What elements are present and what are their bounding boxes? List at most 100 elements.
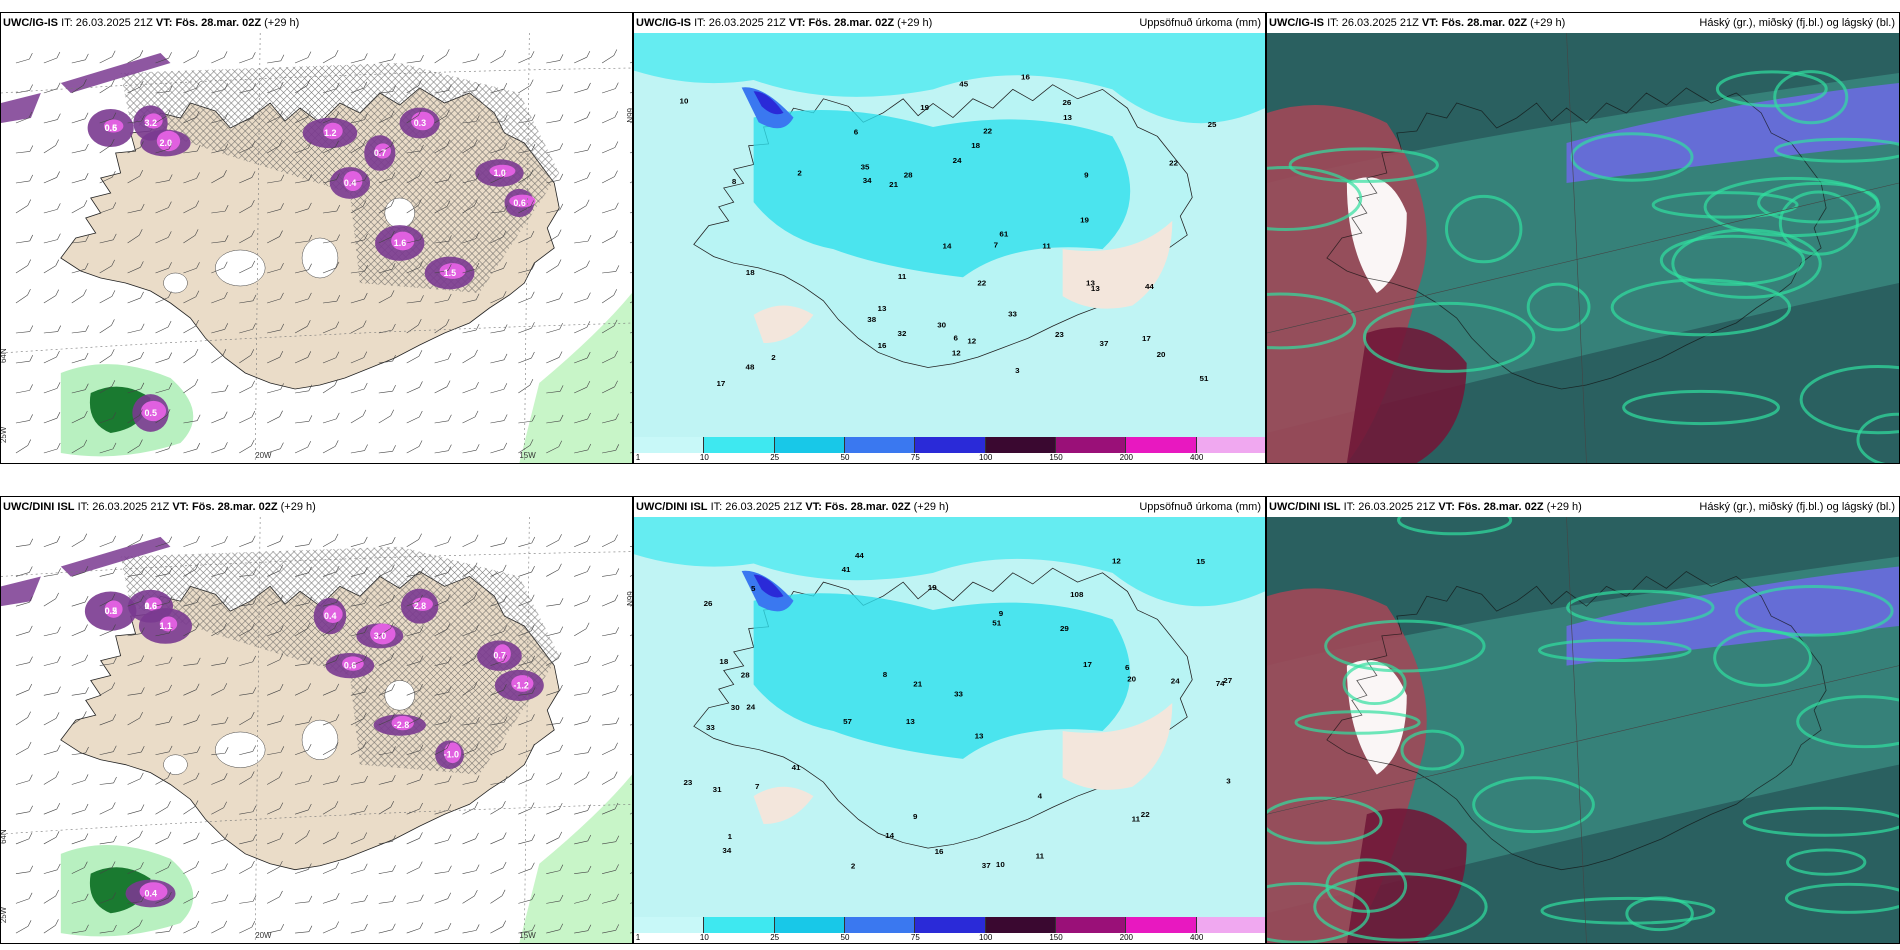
precip-value-label: -2.8 xyxy=(394,720,409,730)
longitude-label: 15W xyxy=(519,931,536,940)
map-canvas: 4844612219161726373851343245233513181425… xyxy=(634,33,1265,437)
panel-header: UWC/DINI ISL IT: 26.03.2025 21Z VT: Fös.… xyxy=(1,497,632,517)
precip-station-value: 51 xyxy=(1200,374,1210,383)
precip-station-value: 27 xyxy=(1223,676,1232,685)
precip-station-value: 13 xyxy=(906,717,915,726)
colorbar: 1 10 25 50 75 100 150 200 400 xyxy=(634,917,1265,943)
map-canvas: 20W 15W 64N 66N 25W 0.5 1.61.1 0.4 0.6 3.0 2.8 0.7 -… xyxy=(1,517,632,943)
precip-station-value: 31 xyxy=(713,785,723,794)
precip-station-value: 41 xyxy=(792,763,802,772)
colorbar-segment xyxy=(774,437,845,453)
colorbar-segment xyxy=(915,917,986,933)
precip-station-value: 30 xyxy=(937,321,946,330)
colorbar-label: 10 xyxy=(699,933,709,942)
wind-map-panel-top: UWC/IG-IS IT: 26.03.2025 21Z VT: Fös. 28… xyxy=(0,12,633,464)
colorbar-label: 400 xyxy=(1189,933,1204,942)
map-title: Háský (gr.), miðský (fj.bl.) og lágský (… xyxy=(1699,17,1895,29)
colorbar-segment xyxy=(634,917,705,933)
cloud-map-panel-top: UWC/IG-IS IT: 26.03.2025 21Z VT: Fös. 28… xyxy=(1266,12,1900,464)
colorbar-label: 400 xyxy=(1189,453,1204,462)
precip-station-value: 51 xyxy=(992,619,1002,628)
precip-station-value: 12 xyxy=(1112,557,1121,566)
precip-station-value: 33 xyxy=(706,723,715,732)
latitude-label: 66N xyxy=(625,108,632,123)
longitude-label: 15W xyxy=(519,451,536,460)
precip-value-label: 1.1 xyxy=(159,621,171,631)
precip-station-value: 45 xyxy=(959,80,969,89)
precip-station-value: 33 xyxy=(954,690,963,699)
precip-station-value: 29 xyxy=(1060,624,1069,633)
cloud-map-panel-bottom: UWC/DINI ISL IT: 26.03.2025 21Z VT: Fös.… xyxy=(1266,496,1900,944)
precip-station-value: 33 xyxy=(1008,310,1018,319)
precip-value-label: 2.8 xyxy=(414,601,426,611)
wind-map: 20W 15W 64N 66N 25W 0.5 3.2 2.0 1.2 0.4 0.7 0.3 1.0 0… xyxy=(1,33,632,463)
cloud-map xyxy=(1267,517,1899,943)
precip-station-value: 13 xyxy=(878,304,888,313)
colorbar-label: 1 xyxy=(635,933,641,942)
colorbar-label: 25 xyxy=(770,453,780,462)
cloud-map xyxy=(1267,33,1899,463)
precip-value-label: 1.5 xyxy=(444,268,456,278)
precip-station-value: 24 xyxy=(953,156,963,165)
precip-station-value: 32 xyxy=(898,329,907,338)
colorbar-segment xyxy=(1196,917,1265,933)
precip-station-value: 18 xyxy=(971,141,981,150)
precip-station-value: 41 xyxy=(842,565,852,574)
precip-station-value: 108 xyxy=(1070,590,1084,599)
precip-station-value: 44 xyxy=(1145,282,1155,291)
precip-station-value: 18 xyxy=(719,657,729,666)
precip-station-value: 22 xyxy=(1169,159,1178,168)
precip-map: 48 44 61 22 19 16 17 26 37 38 51 34 32 45 23 35 13 18 14 25… xyxy=(634,33,1265,437)
precip-value-label: 1.6 xyxy=(145,601,157,611)
precip-station-value: 24 xyxy=(746,703,756,712)
colorbar-segment xyxy=(774,917,845,933)
precip-station-value: 22 xyxy=(1141,810,1150,819)
panel-header: UWC/DINI ISL IT: 26.03.2025 21Z VT: Fös.… xyxy=(634,497,1265,517)
colorbar-label: 150 xyxy=(1049,453,1063,462)
precip-station-value: 38 xyxy=(867,315,877,324)
colorbar-label: 100 xyxy=(978,453,993,462)
precip-station-value: 14 xyxy=(885,831,895,840)
precip-station-value: 28 xyxy=(904,171,914,180)
precip-station-value: 35 xyxy=(861,163,871,172)
precip-station-value: 30 xyxy=(731,703,740,712)
precip-station-value: 21 xyxy=(913,680,923,689)
longitude-label: 20W xyxy=(255,931,272,940)
precip-station-value: 25 xyxy=(1208,120,1218,129)
precip-station-value: 12 xyxy=(952,349,961,358)
latitude-label: 64N xyxy=(1,348,8,363)
precip-value-label: 0.6 xyxy=(344,661,356,671)
precip-station-value: 10 xyxy=(996,860,1005,869)
precip-station-value: 37 xyxy=(1100,339,1109,348)
precip-station-value: 11 xyxy=(1132,815,1141,824)
precip-station-value: 16 xyxy=(878,341,888,350)
precip-station-value: 20 xyxy=(1127,675,1136,684)
latitude-label: 64N xyxy=(1,829,8,844)
colorbar-label: 200 xyxy=(1119,933,1134,942)
panel-header: UWC/IG-IS IT: 26.03.2025 21Z VT: Fös. 28… xyxy=(634,13,1265,33)
panel-header: UWC/IG-IS IT: 26.03.2025 21Z VT: Fös. 28… xyxy=(1,13,632,33)
precip-station-value: 9 xyxy=(913,812,917,821)
map-canvas xyxy=(1267,33,1899,463)
colorbar-segment xyxy=(634,437,705,453)
longitude-label: 25W xyxy=(1,426,8,443)
precip-station-value: 17 xyxy=(1142,334,1151,343)
precip-station-value: 17 xyxy=(1083,660,1092,669)
map-canvas xyxy=(1267,517,1899,943)
colorbar-segment xyxy=(915,437,986,453)
precip-station-value: 20 xyxy=(1157,350,1166,359)
precip-station-value: 7 xyxy=(755,782,759,791)
precip-value-label: 2.0 xyxy=(159,138,171,148)
precip-map-panel-top: UWC/IG-IS IT: 26.03.2025 21Z VT: Fös. 28… xyxy=(633,12,1266,464)
colorbar-label: 150 xyxy=(1049,933,1063,942)
precip-station-value: 2 xyxy=(771,353,775,362)
precip-value-label: 0.2 xyxy=(105,606,117,616)
colorbar-label: 75 xyxy=(910,933,920,942)
precip-station-value: 22 xyxy=(983,127,992,136)
map-title: Háský (gr.), miðský (fj.bl.) og lágský (… xyxy=(1699,501,1895,513)
precip-station-value: 11 xyxy=(1042,242,1051,251)
colorbar-label: 25 xyxy=(770,933,780,942)
precip-value-label: -1.2 xyxy=(513,680,528,690)
precip-station-value: 23 xyxy=(1055,330,1065,339)
